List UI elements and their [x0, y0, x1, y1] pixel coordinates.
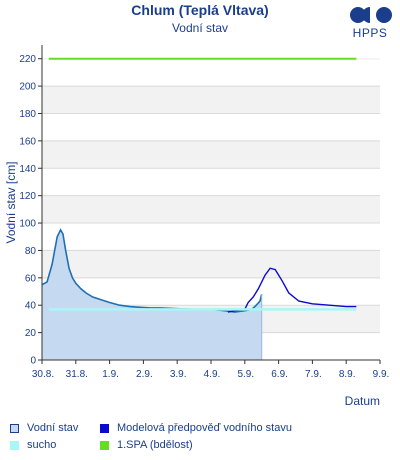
legend-item-spa1: 1.SPA (bdělost)	[100, 437, 193, 453]
y-tick-label: 160	[19, 136, 36, 147]
x-tick-label: 6.9.	[271, 369, 288, 380]
grid-band	[42, 195, 380, 224]
water-level-area	[42, 229, 262, 360]
y-tick-label: 40	[25, 301, 37, 312]
y-tick-label: 80	[25, 246, 37, 257]
legend-label: 1.SPA (bdělost)	[117, 439, 193, 451]
water-level-line	[41, 228, 263, 313]
x-tick-label: 3.9.	[170, 369, 187, 380]
x-tick-label: 4.9.	[204, 369, 221, 380]
legend-label: Modelová předpověď vodního stavu	[117, 422, 292, 434]
y-axis-title: Vodní stav [cm]	[4, 161, 18, 243]
x-tick-label: 9.9.	[373, 369, 390, 380]
y-tick-label: 220	[19, 54, 36, 65]
grid-band	[42, 45, 380, 59]
hpps-logo: HPPS	[346, 4, 394, 42]
y-tick-label: 60	[25, 273, 37, 284]
legend-swatch-water-level	[10, 423, 19, 433]
legend-swatch-forecast	[100, 423, 109, 433]
y-tick-label: 100	[19, 219, 36, 230]
chart-title: Chlum (Teplá Vltava)	[131, 2, 269, 18]
y-tick-label: 200	[19, 82, 36, 93]
water-level-chart: 0 20 40 60 80 100 120 140 160 180 200 220 30.8. 31.8.…	[4, 45, 389, 408]
axis-layer: 0 20 40 60 80 100 120 140 160 180 200 220 30.8. 31.8.…	[4, 45, 389, 408]
x-tick-label: 5.9.	[237, 369, 254, 380]
grid-band	[42, 250, 380, 278]
forecast-line	[227, 267, 357, 313]
x-tick-label: 7.9.	[305, 369, 322, 380]
legend-swatch-spa1	[100, 440, 109, 450]
logo-mark-icon	[350, 7, 392, 23]
x-tick-label: 2.9.	[136, 369, 153, 380]
x-tick-label: 31.8.	[66, 369, 88, 380]
grid-band	[42, 86, 380, 114]
x-axis-title: Datum	[345, 394, 380, 408]
grid-band	[42, 140, 380, 169]
y-tick-label: 20	[25, 328, 37, 339]
legend-item-drought: sucho	[10, 437, 56, 453]
y-tick-label: 120	[19, 191, 36, 202]
legend-item-water-level: Vodní stav	[10, 420, 78, 436]
chart-subtitle: Vodní stav	[171, 21, 229, 35]
legend-swatch-drought	[10, 440, 19, 450]
x-tick-label: 1.9.	[102, 369, 119, 380]
y-tick-label: 180	[19, 109, 36, 120]
series-layer	[41, 57, 357, 360]
legend-item-forecast: Modelová předpověď vodního stavu	[100, 420, 292, 436]
x-tick-label: 30.8.	[32, 369, 54, 380]
x-tick-label: 8.9.	[339, 369, 356, 380]
legend-label: sucho	[27, 439, 57, 451]
legend-label: Vodní stav	[27, 422, 79, 434]
y-tick-label: 140	[19, 164, 36, 175]
logo-text: HPPS	[352, 26, 388, 40]
y-tick-label: 0	[30, 356, 36, 367]
